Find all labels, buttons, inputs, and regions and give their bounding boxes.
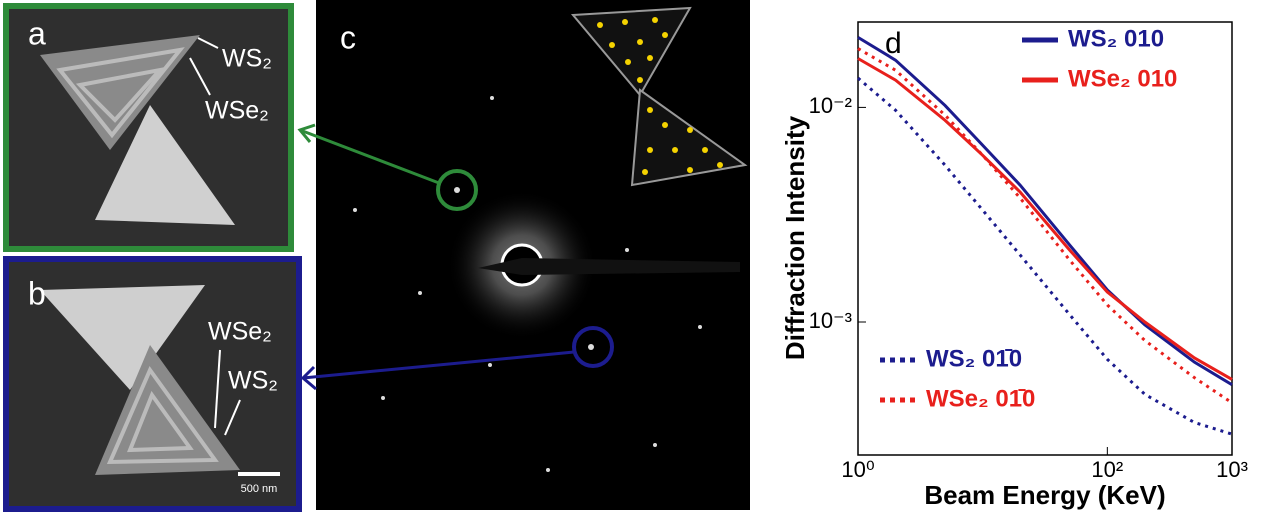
panel-b: b WSe₂ WS₂ 500 nm [6,259,299,509]
panel-label: a [28,15,46,51]
chart: d Beam Energy (KeV) Diffraction Intensit… [780,22,1248,510]
x-tick-label: 10² [1091,457,1123,482]
panel-a: a WS₂ WSe₂ [6,6,291,249]
annotation: WSe₂ [205,97,269,125]
legend-label: WSe₂ 01̄0 [926,385,1035,412]
panel-c: c [300,0,750,510]
annotation: WSe₂ [208,318,272,346]
x-tick-label: 10³ [1216,457,1248,482]
scale-label: 500 nm [241,483,278,495]
page: a WS₂ WSe₂ b WSe₂ WS₂ 500 nm [0,0,1264,523]
panel-label: b [28,275,46,311]
figure: a WS₂ WSe₂ b WSe₂ WS₂ 500 nm [0,0,1264,523]
x-axis-label: Beam Energy (KeV) [924,480,1165,510]
y-axis-label: Diffraction Intensity [780,115,810,360]
legend-label: WS₂ 010 [1068,25,1164,52]
y-tick-label: 10⁻² [809,93,852,118]
x-tick-label: 10⁰ [841,457,874,482]
panel-label: c [340,19,356,55]
series-line [858,78,1232,434]
y-tick-label: 10⁻³ [809,308,852,333]
annotation: WS₂ [228,367,278,395]
legend-label: WSe₂ 010 [1068,65,1177,92]
legend-label: WS₂ 01̄0 [926,345,1022,372]
series-line [858,58,1232,379]
annotation: WS₂ [222,45,272,73]
